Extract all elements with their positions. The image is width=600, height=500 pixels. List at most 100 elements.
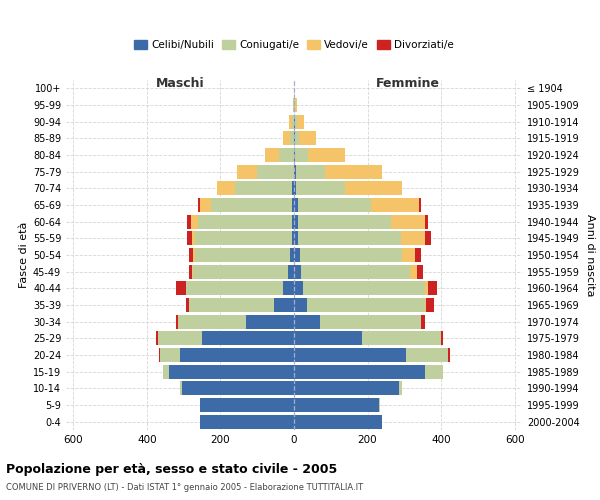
Bar [211,198,292,212]
Bar [176,281,185,295]
Bar [419,198,421,212]
Bar [346,182,403,196]
Text: Maschi: Maschi [155,76,205,90]
Bar [294,98,295,112]
Bar [180,348,294,362]
Bar [199,198,200,212]
Bar [294,148,295,162]
Bar [294,381,399,396]
Bar [296,114,304,129]
Bar [290,132,294,145]
Text: COMUNE DI PRIVERNO (LT) - Dati ISTAT 1° gennaio 2005 - Elaborazione TUTTITALIA.I: COMUNE DI PRIVERNO (LT) - Dati ISTAT 1° … [6,484,363,492]
Bar [308,148,345,162]
Bar [180,381,182,396]
Bar [200,398,294,412]
Bar [292,198,294,212]
Bar [362,332,441,345]
Bar [294,132,295,145]
Bar [298,231,401,246]
Bar [186,298,189,312]
Bar [193,248,195,262]
Bar [156,332,158,345]
Bar [274,298,294,312]
Bar [189,298,274,312]
Bar [415,248,421,262]
Bar [401,231,425,246]
Bar [421,314,425,329]
Bar [296,164,325,179]
Bar [298,214,391,229]
Bar [182,381,294,396]
Bar [425,281,428,295]
Bar [303,281,425,295]
Bar [441,332,443,345]
Bar [178,314,246,329]
Bar [417,264,423,279]
Bar [292,231,294,246]
Bar [187,231,192,246]
Bar [295,132,299,145]
Bar [294,264,301,279]
Bar [294,414,382,428]
Bar [294,364,425,379]
Bar [298,198,371,212]
Bar [191,214,199,229]
Bar [195,248,290,262]
Bar [160,348,180,362]
Bar [289,264,294,279]
Bar [192,264,193,279]
Bar [371,198,419,212]
Bar [189,248,193,262]
Text: Femmine: Femmine [376,76,440,90]
Bar [391,214,425,229]
Bar [257,164,294,179]
Bar [301,264,410,279]
Bar [246,314,294,329]
Bar [425,364,443,379]
Bar [294,198,298,212]
Bar [410,264,417,279]
Y-axis label: Fasce di età: Fasce di età [19,222,29,288]
Bar [237,164,257,179]
Bar [200,414,294,428]
Bar [294,314,320,329]
Bar [235,182,292,196]
Bar [195,231,292,246]
Bar [265,148,279,162]
Bar [294,114,295,129]
Bar [320,314,421,329]
Bar [163,364,169,379]
Bar [299,132,316,145]
Bar [293,98,294,112]
Bar [158,332,202,345]
Bar [294,214,298,229]
Bar [289,114,292,129]
Bar [428,281,437,295]
Bar [425,298,427,312]
Bar [295,98,296,112]
Bar [290,248,294,262]
Bar [294,231,298,246]
Bar [185,281,283,295]
Bar [295,148,308,162]
Bar [158,348,160,362]
Bar [425,231,431,246]
Bar [399,381,403,396]
Bar [294,298,307,312]
Bar [217,182,235,196]
Legend: Celibi/Nubili, Coniugati/e, Vedovi/e, Divorziati/e: Celibi/Nubili, Coniugati/e, Vedovi/e, Di… [130,36,458,54]
Bar [403,248,415,262]
Bar [299,248,403,262]
Bar [292,182,294,196]
Bar [294,248,299,262]
Bar [199,214,292,229]
Bar [176,314,178,329]
Bar [294,182,296,196]
Bar [279,148,294,162]
Bar [294,332,362,345]
Bar [292,114,294,129]
Bar [283,132,290,145]
Bar [295,114,296,129]
Bar [406,348,448,362]
Bar [379,398,380,412]
